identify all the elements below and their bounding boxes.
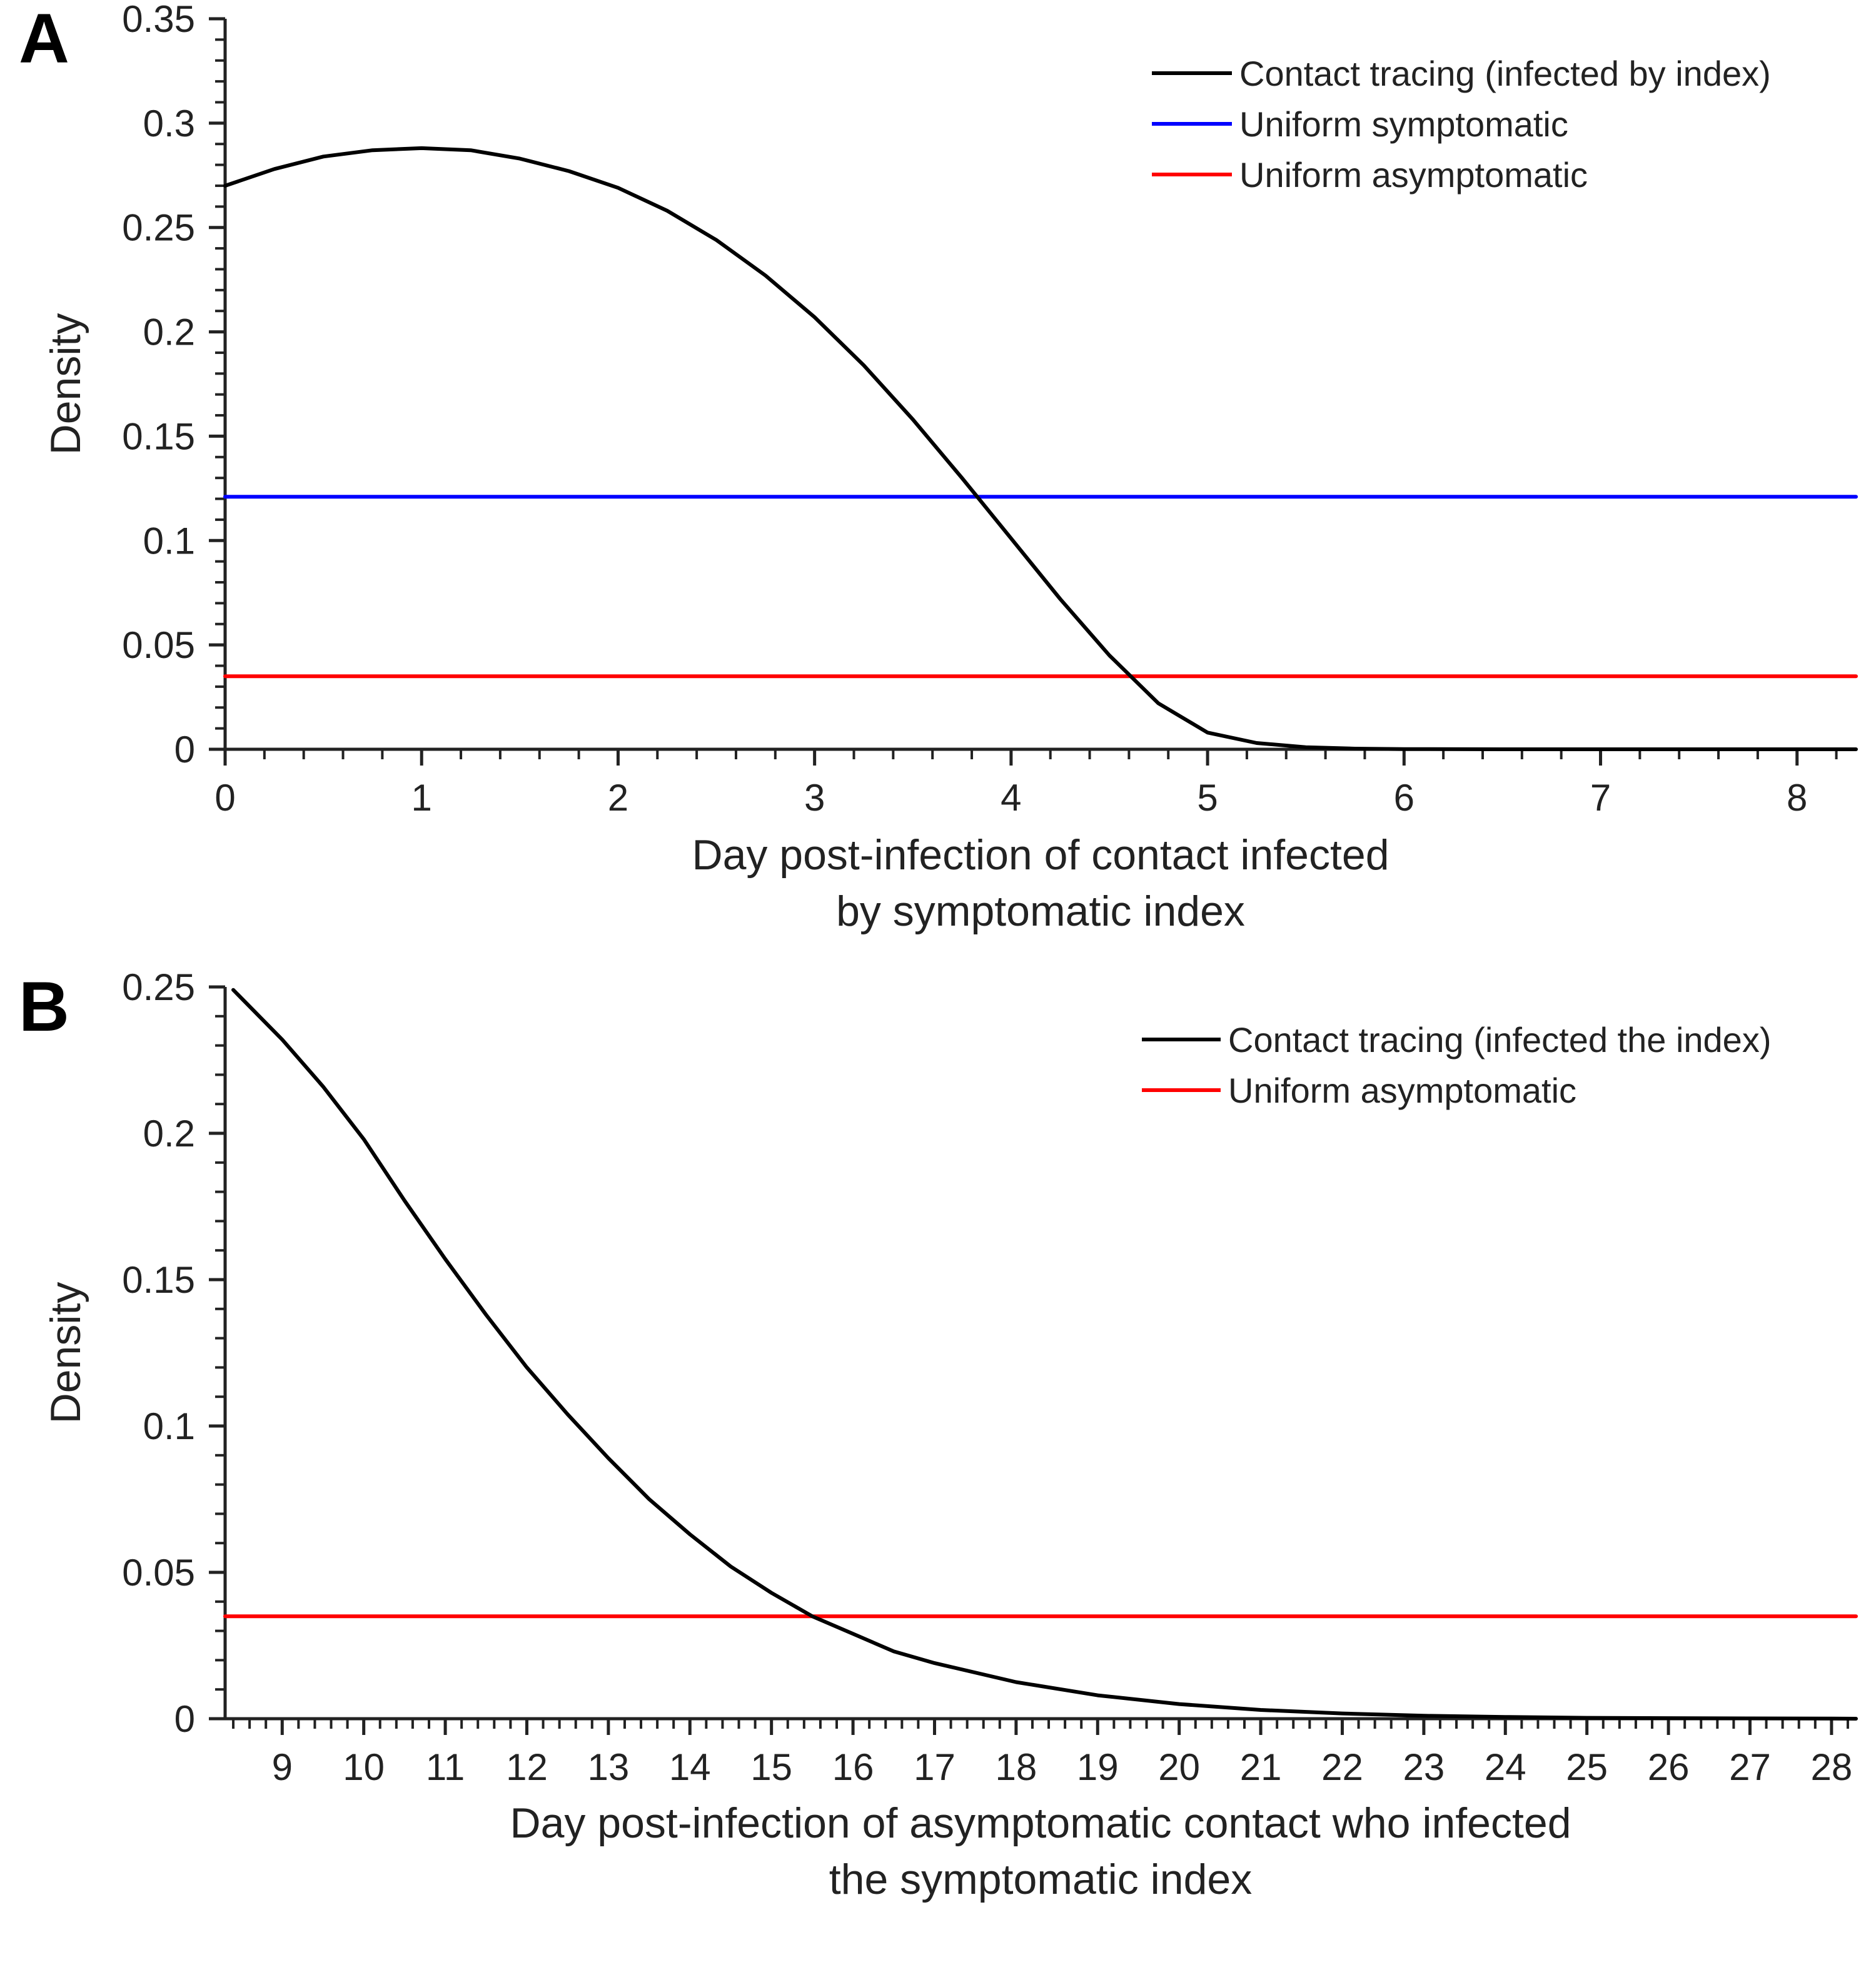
x-tick-label: 22 (1321, 1746, 1363, 1788)
x-tick-label: 14 (669, 1746, 711, 1788)
y-tick-label: 0.15 (122, 415, 195, 457)
x-axis-label: by symptomatic index (836, 887, 1245, 935)
x-tick-label: 6 (1394, 777, 1415, 819)
y-tick-label: 0.25 (122, 207, 195, 249)
x-tick-label: 5 (1197, 777, 1218, 819)
y-tick-label: 0.35 (122, 0, 195, 40)
x-axis-label: the symptomatic index (829, 1856, 1253, 1903)
x-tick-label: 25 (1566, 1746, 1608, 1788)
legend-label: Uniform asymptomatic (1239, 155, 1588, 195)
y-tick-label: 0.15 (122, 1259, 195, 1301)
x-axis-label: Day post-infection of contact infected (692, 831, 1389, 879)
y-tick-label: 0.05 (122, 1552, 195, 1594)
x-tick-label: 28 (1811, 1746, 1853, 1788)
x-tick-label: 16 (832, 1746, 874, 1788)
x-tick-label: 18 (996, 1746, 1037, 1788)
panel-a: A 0 0.05 0.1 0.15 0.2 0.25 0.3 0.35 0 1 2 3 4 5 6 7 8 Day … (19, 0, 1858, 935)
x-tick-label: 15 (750, 1746, 792, 1788)
x-tick-label: 13 (588, 1746, 630, 1788)
y-axis-label: Density (42, 313, 89, 455)
y-tick-label: 0 (174, 1698, 195, 1740)
x-tick-label: 7 (1590, 777, 1611, 819)
x-tick-label: 10 (343, 1746, 385, 1788)
y-tick-label: 0.3 (143, 103, 195, 144)
x-tick-label: 2 (608, 777, 628, 819)
x-tick-label: 9 (272, 1746, 293, 1788)
x-tick-label: 17 (914, 1746, 956, 1788)
series-line (223, 146, 1858, 751)
x-tick-label: 23 (1403, 1746, 1445, 1788)
y-tick-label: 0.1 (143, 520, 195, 562)
x-tick-label: 21 (1240, 1746, 1282, 1788)
x-tick-label: 11 (426, 1746, 465, 1788)
x-tick-label: 8 (1787, 777, 1807, 819)
x-tick-label: 19 (1077, 1746, 1119, 1788)
panel-label: A (19, 0, 69, 78)
y-tick-label: 0.25 (122, 966, 195, 1008)
x-tick-label: 3 (804, 777, 825, 819)
panel-label: B (19, 968, 69, 1046)
x-tick-label: 27 (1729, 1746, 1771, 1788)
x-tick-label: 12 (506, 1746, 548, 1788)
panel-b: B 0 0.05 0.1 0.15 0.2 0.25 9 10 11 12 13 14 15 16 17 18 1… (19, 966, 1858, 1903)
y-tick-label: 0.1 (143, 1405, 195, 1447)
y-axis-label: Density (42, 1282, 89, 1424)
legend-label: Contact tracing (infected the index) (1228, 1020, 1771, 1059)
series-line (231, 988, 1858, 1721)
y-tick-label: 0.2 (143, 311, 195, 353)
x-tick-label: 24 (1485, 1746, 1526, 1788)
x-tick-label: 4 (1001, 777, 1021, 819)
x-tick-label: 26 (1648, 1746, 1690, 1788)
legend-label: Uniform asymptomatic (1228, 1071, 1576, 1110)
y-tick-label: 0 (174, 729, 195, 771)
x-axis-label: Day post-infection of asymptomatic conta… (510, 1799, 1571, 1847)
legend-label: Contact tracing (infected by index) (1239, 54, 1771, 93)
x-tick-label: 1 (411, 777, 432, 819)
y-tick-label: 0.05 (122, 624, 195, 666)
legend-label: Uniform symptomatic (1239, 104, 1568, 144)
x-tick-label: 20 (1158, 1746, 1200, 1788)
y-tick-label: 0.2 (143, 1113, 195, 1155)
x-tick-label: 0 (214, 777, 235, 819)
